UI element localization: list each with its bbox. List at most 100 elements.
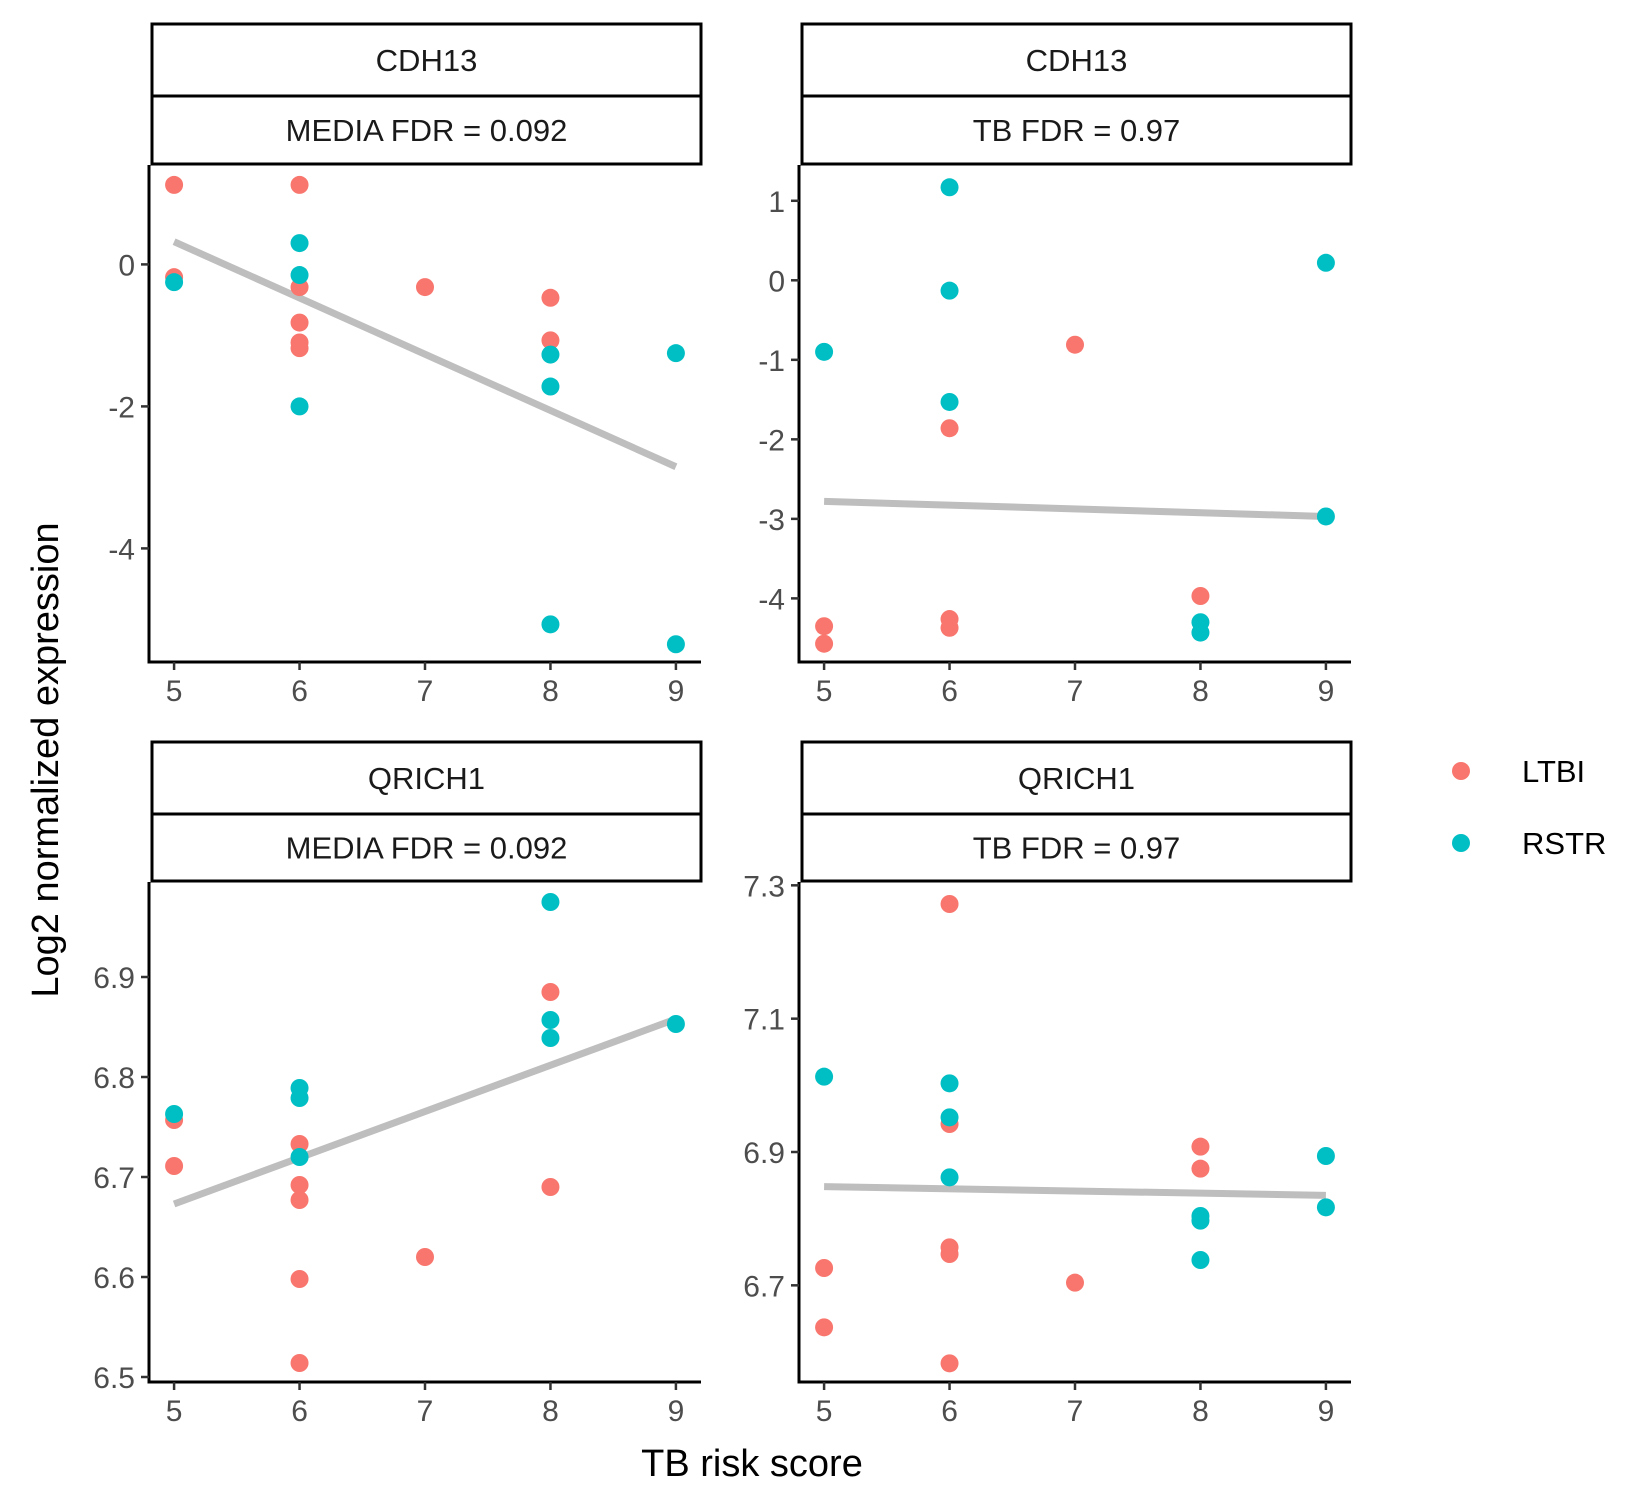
x-tick-label: 7 xyxy=(417,675,434,708)
strip-top-box xyxy=(800,22,1353,98)
strip-fdr-label: MEDIA FDR = 0.092 xyxy=(286,113,568,148)
strip-fdr-label: TB FDR = 0.97 xyxy=(973,113,1181,148)
strip-gene-label: QRICH1 xyxy=(1018,761,1135,796)
strip-gene-label: CDH13 xyxy=(1026,43,1128,78)
data-point-ltbi xyxy=(940,618,959,637)
x-tick-label: 8 xyxy=(1192,675,1209,708)
data-point-rstr xyxy=(940,392,959,411)
data-point-ltbi xyxy=(541,1178,560,1196)
data-point-rstr xyxy=(940,1168,959,1187)
data-point-ltbi xyxy=(1066,335,1084,354)
data-point-rstr xyxy=(541,377,560,396)
fit-line xyxy=(824,1183,1326,1199)
data-point-rstr xyxy=(1316,253,1335,272)
data-point-ltbi xyxy=(815,1318,834,1337)
x-tick-label: 9 xyxy=(1318,1395,1335,1428)
data-point-ltbi xyxy=(541,288,560,307)
data-point-rstr xyxy=(290,234,309,253)
y-tick-label: 7.3 xyxy=(743,870,785,903)
data-point-rstr xyxy=(290,1089,309,1107)
data-point-ltbi xyxy=(165,1157,184,1175)
y-tick-label: -4 xyxy=(758,583,785,616)
x-tick-label: 6 xyxy=(941,1395,958,1428)
y-tick-label: 0 xyxy=(768,265,785,298)
x-tick-label: 8 xyxy=(542,1395,559,1428)
legend-key-rstr xyxy=(1452,834,1470,852)
facet-panel: CDH13 MEDIA FDR = 0.092 5 6 7 8 9 0 -2 -4 xyxy=(108,22,703,708)
strip-bottom-box xyxy=(800,94,1353,166)
data-point-rstr xyxy=(541,893,560,911)
x-tick-label: 9 xyxy=(1318,675,1335,708)
data-point-rstr xyxy=(541,1011,560,1029)
data-point-rstr xyxy=(666,344,685,363)
y-tick-label: -4 xyxy=(108,533,135,566)
data-point-rstr xyxy=(940,1074,959,1093)
data-point-ltbi xyxy=(290,1354,309,1372)
x-tick-label: 6 xyxy=(291,675,308,708)
strip-bottom-box xyxy=(800,812,1353,883)
data-point-ltbi xyxy=(1191,1137,1210,1156)
data-point-rstr xyxy=(940,1108,959,1127)
x-tick-label: 5 xyxy=(816,1395,833,1428)
data-point-rstr xyxy=(290,397,309,416)
x-tick-label: 5 xyxy=(816,675,833,708)
data-point-rstr xyxy=(1316,1198,1335,1217)
data-point-ltbi xyxy=(290,1191,309,1209)
strip-fdr-label: MEDIA FDR = 0.092 xyxy=(286,831,568,866)
data-point-ltbi xyxy=(290,339,309,358)
y-tick-label: 6.7 xyxy=(743,1270,785,1303)
y-tick-label: -2 xyxy=(108,391,135,424)
data-point-ltbi xyxy=(290,1270,309,1288)
y-tick-label: 0 xyxy=(118,249,135,282)
facet-panel: QRICH1 MEDIA FDR = 0.092 5 6 7 8 9 6.9 6.8 6.7 6.6… xyxy=(93,740,703,1428)
data-point-rstr xyxy=(290,1148,309,1166)
x-tick-label: 5 xyxy=(166,675,183,708)
y-tick-label: 6.8 xyxy=(93,1062,135,1095)
data-point-rstr xyxy=(940,281,959,300)
x-tick-label: 5 xyxy=(166,1395,183,1428)
data-point-ltbi xyxy=(165,175,184,194)
fit-line xyxy=(823,497,1327,520)
y-tick-label: 6.6 xyxy=(93,1262,135,1295)
data-point-rstr xyxy=(815,342,834,361)
y-tick-label: 6.5 xyxy=(93,1362,135,1395)
y-tick-label: 1 xyxy=(768,186,785,219)
data-point-rstr xyxy=(541,345,560,364)
strip-bottom-box xyxy=(150,94,703,166)
data-point-ltbi xyxy=(815,617,834,636)
data-point-rstr xyxy=(165,273,184,292)
fit-line xyxy=(172,1015,678,1208)
facet-panel: QRICH1 TB FDR = 0.97 5 6 7 8 9 7.3 7.1 6.9 6.7 xyxy=(743,740,1353,1428)
strip-gene-label: CDH13 xyxy=(376,43,478,78)
data-point-ltbi xyxy=(1191,586,1210,605)
data-point-rstr xyxy=(290,266,309,285)
data-point-ltbi xyxy=(416,1248,434,1266)
facet-panels: CDH13 MEDIA FDR = 0.092 5 6 7 8 9 0 -2 -4 CDH13 TB … xyxy=(93,22,1353,1428)
data-point-rstr xyxy=(1316,507,1335,526)
strip-gene-label: QRICH1 xyxy=(368,761,485,796)
data-point-rstr xyxy=(1191,1251,1210,1269)
strip-top-box xyxy=(800,740,1353,816)
data-point-rstr xyxy=(541,615,560,634)
data-point-ltbi xyxy=(815,634,834,653)
data-point-ltbi xyxy=(815,1259,834,1277)
data-point-rstr xyxy=(666,1015,685,1033)
y-tick-label: -3 xyxy=(758,504,785,537)
data-point-ltbi xyxy=(940,895,959,913)
y-tick-label: 7.1 xyxy=(743,1004,785,1037)
data-point-rstr xyxy=(165,1105,184,1123)
legend-label-rstr: RSTR xyxy=(1522,826,1606,861)
data-point-ltbi xyxy=(1191,1159,1210,1178)
x-tick-label: 8 xyxy=(1192,1395,1209,1428)
data-point-ltbi xyxy=(290,1176,309,1194)
x-tick-label: 7 xyxy=(417,1395,434,1428)
fit-line xyxy=(172,238,678,470)
data-point-ltbi xyxy=(290,1135,309,1153)
data-point-ltbi xyxy=(290,313,309,332)
x-tick-label: 9 xyxy=(668,1395,685,1428)
y-tick-label: -1 xyxy=(758,345,785,378)
data-point-ltbi xyxy=(416,278,434,297)
strip-top-box xyxy=(150,22,703,98)
legend: LTBI RSTR xyxy=(1452,754,1606,861)
